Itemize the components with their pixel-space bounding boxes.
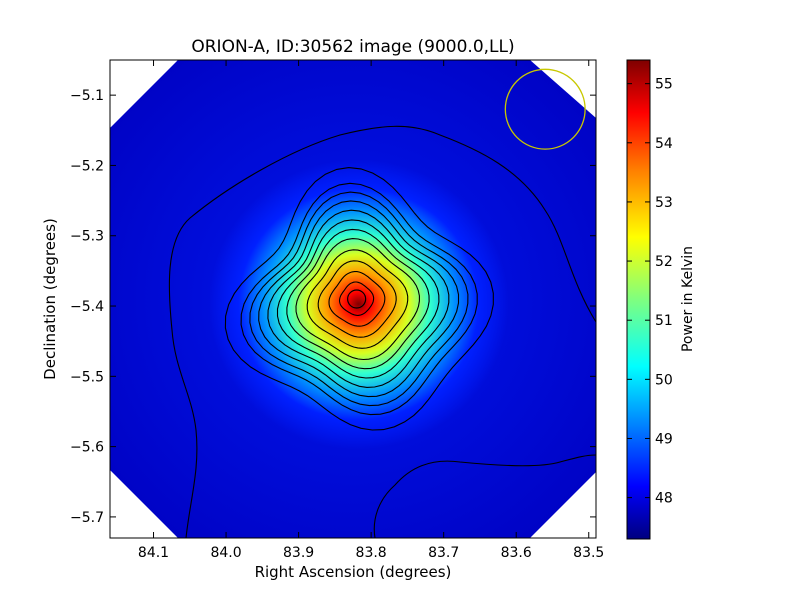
y-axis: −5.1 −5.2 −5.3 −5.4 −5.5 −5.6 −5.7 xyxy=(70,88,596,526)
contour-line-lower-right xyxy=(373,454,596,538)
contour-lines xyxy=(168,125,596,538)
blank-corner-top-left xyxy=(110,60,178,128)
colorbar-label: Power in Kelvin xyxy=(680,246,696,352)
colorbar-tick-label: 52 xyxy=(655,254,673,270)
y-tick-label: −5.5 xyxy=(70,369,104,385)
x-axis: 84.1 84.0 83.9 83.8 83.7 83.6 83.5 xyxy=(138,60,604,561)
x-tick-label: 83.6 xyxy=(501,545,532,561)
colorbar-tick-label: 54 xyxy=(655,136,673,152)
contour-line xyxy=(317,260,397,338)
contour-line-outer xyxy=(168,125,596,538)
x-tick-label: 83.7 xyxy=(428,545,459,561)
chart-title: ORION-A, ID:30562 image (9000.0,LL) xyxy=(191,37,514,57)
contour-line xyxy=(295,238,420,361)
y-axis-label: Declination (degrees) xyxy=(41,218,59,380)
contour-line xyxy=(276,219,440,379)
x-axis-label: Right Ascension (degrees) xyxy=(255,563,452,581)
colorbar-ticks: 48 49 50 51 52 53 54 55 xyxy=(627,77,673,507)
contour-line xyxy=(286,228,430,370)
x-tick-label: 84.0 xyxy=(210,545,241,561)
x-tick-label: 83.5 xyxy=(573,545,604,561)
colorbar-tick-label: 55 xyxy=(655,77,673,93)
y-tick-label: −5.6 xyxy=(70,440,104,456)
x-tick-label: 84.1 xyxy=(138,545,169,561)
y-tick-label: −5.4 xyxy=(70,299,104,315)
colorbar-tick-label: 53 xyxy=(655,195,673,211)
blank-corner-top-right xyxy=(530,60,596,118)
emission-halo xyxy=(208,159,509,449)
colorbar-tick-label: 48 xyxy=(655,491,673,507)
colorbar-tick-label: 49 xyxy=(655,431,673,447)
contour-line xyxy=(338,281,375,316)
contour-line xyxy=(267,209,450,388)
emission-blob xyxy=(208,159,509,449)
y-tick-label: −5.2 xyxy=(70,158,104,174)
y-tick-label: −5.3 xyxy=(70,229,104,245)
peak-marker xyxy=(347,289,367,309)
plot-frame xyxy=(109,59,597,539)
x-tick-label: 83.9 xyxy=(283,545,314,561)
y-tick-label: −5.7 xyxy=(70,510,104,526)
beam-circle xyxy=(504,68,586,150)
colorbar xyxy=(626,59,651,540)
contour-line xyxy=(240,182,478,416)
x-tick-label: 83.8 xyxy=(356,545,387,561)
contour-line xyxy=(306,249,409,349)
plot-area xyxy=(110,60,596,538)
contour-line xyxy=(249,191,469,407)
contour-line xyxy=(258,200,460,398)
colorbar-tick-label: 51 xyxy=(655,313,673,329)
y-tick-label: −5.1 xyxy=(70,88,104,104)
blank-corner-bottom-right xyxy=(530,472,596,538)
contour-line xyxy=(328,271,386,327)
colorbar-tick-label: 50 xyxy=(655,372,673,388)
contour-line xyxy=(224,167,494,431)
blank-corner-bottom-left xyxy=(110,470,178,538)
